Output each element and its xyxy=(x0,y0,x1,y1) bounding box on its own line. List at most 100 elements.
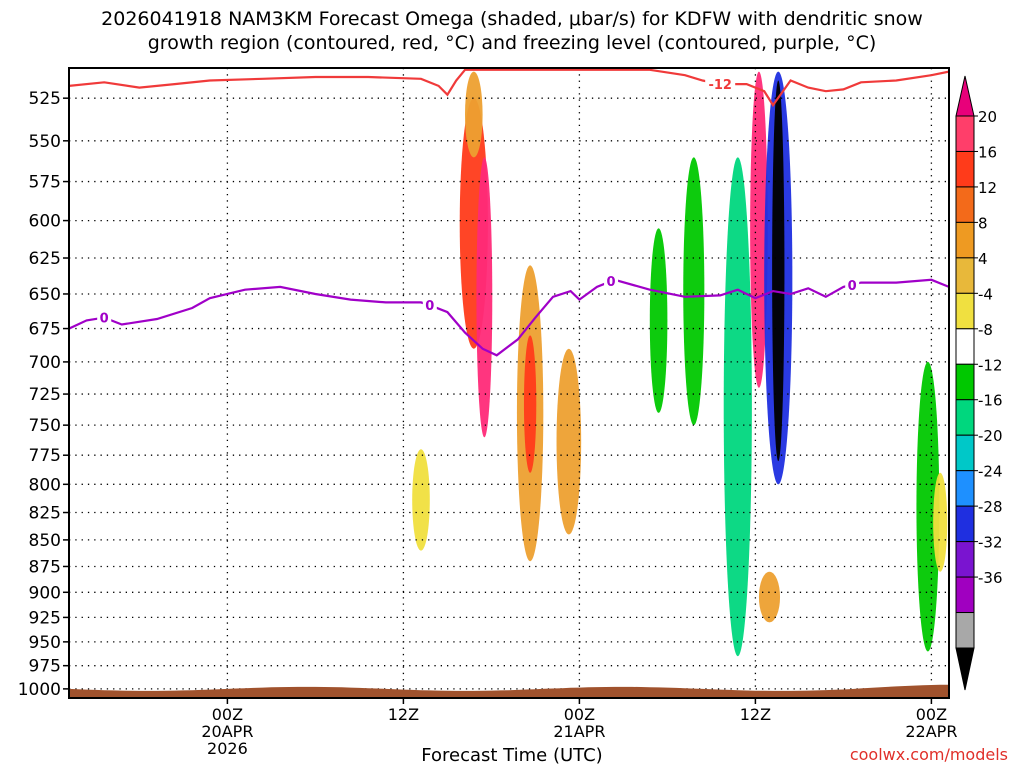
colorbar-segment xyxy=(955,292,975,330)
dgz-contour-label: -12 xyxy=(708,78,732,93)
colorbar-segment xyxy=(955,576,975,614)
y-tick-label: 725 xyxy=(29,385,61,405)
contour-label-background xyxy=(422,297,437,313)
omega-shaded-region xyxy=(465,71,483,158)
y-tick-label: 750 xyxy=(29,416,61,436)
omega-shaded-region xyxy=(758,571,781,623)
y-tick-label: 850 xyxy=(29,531,61,551)
y-tick-label: 1000 xyxy=(18,680,61,700)
plot-area xyxy=(69,68,949,698)
colorbar-label: -36 xyxy=(978,569,1003,587)
colorbar-label: -24 xyxy=(978,463,1003,481)
y-tick-label: 950 xyxy=(29,633,61,653)
x-axis-label: Forecast Time (UTC) xyxy=(421,745,603,766)
contour-label-background xyxy=(705,76,736,92)
contour-label-background xyxy=(604,273,619,289)
colorbar-segment xyxy=(955,363,975,401)
y-tick-label: 600 xyxy=(29,212,61,232)
plot-frame xyxy=(68,67,950,699)
colorbar-label: -8 xyxy=(978,321,993,339)
x-tick-date-label: 20APR xyxy=(201,722,253,741)
y-tick-label: 975 xyxy=(29,657,61,677)
freezing-level-line xyxy=(69,278,949,357)
x-tick-label: 00Z xyxy=(212,705,243,724)
x-tick-label: 12Z xyxy=(388,705,419,724)
y-tick-label: 925 xyxy=(29,608,61,628)
colorbar-label: -32 xyxy=(978,534,1003,552)
y-tick-label: 575 xyxy=(29,173,61,193)
x-tick-label: 12Z xyxy=(740,705,771,724)
y-tick-label: 875 xyxy=(29,557,61,577)
omega-shaded-region xyxy=(523,335,537,473)
omega-shaded-region xyxy=(412,449,430,551)
colorbar-label: 4 xyxy=(978,250,988,268)
omega-shaded-region xyxy=(683,157,705,426)
colorbar-segment xyxy=(955,505,975,543)
x-tick-label: 00Z xyxy=(564,705,595,724)
omega-shaded-region xyxy=(723,157,752,657)
y-tick-label: 550 xyxy=(29,132,61,152)
colorbar-top-arrow xyxy=(955,75,975,117)
omega-shaded-region xyxy=(772,80,785,462)
y-tick-label: 825 xyxy=(29,504,61,524)
chart-title-line-2: growth region (contoured, red, °C) and f… xyxy=(147,32,877,54)
terrain-ground xyxy=(69,684,949,698)
x-tick-label: 00Z xyxy=(916,705,947,724)
colorbar-label: -4 xyxy=(978,285,993,303)
temperature-contours: -12 0 0 0 0 xyxy=(69,68,949,357)
omega-shading xyxy=(412,71,948,657)
colorbar-segment xyxy=(955,470,975,507)
colorbar-label: -20 xyxy=(978,427,1003,445)
pressure-axis: 525 550 575 600 625 650 675 700 725 750 775 800 825 8… xyxy=(18,89,69,700)
omega-shaded-region xyxy=(556,348,582,535)
omega-shaded-region xyxy=(476,157,493,438)
freezing-level-label: 0 xyxy=(607,275,616,290)
y-tick-label: 525 xyxy=(29,89,61,109)
colorbar-label: -28 xyxy=(978,498,1003,516)
dgz-contour-line xyxy=(69,68,949,108)
freezing-level-label: 0 xyxy=(848,279,857,294)
colorbar-bottom-arrow xyxy=(955,647,975,691)
colorbar-label: 8 xyxy=(978,214,988,232)
terrain-fill xyxy=(69,684,949,698)
omega-shaded-region xyxy=(750,71,768,388)
colorbar-label: 12 xyxy=(978,179,997,197)
omega-shaded-region xyxy=(649,228,668,413)
credit-watermark: coolwx.com/models xyxy=(849,745,1008,764)
grid-lines xyxy=(69,68,949,698)
colorbar-segment xyxy=(955,221,975,259)
colorbar-segment xyxy=(955,150,975,188)
colorbar-label: 16 xyxy=(978,143,997,161)
colorbar-label: -16 xyxy=(978,392,1003,410)
chart-title-line-1: 2026041918 NAM3KM Forecast Omega (shaded… xyxy=(101,8,923,30)
y-tick-label: 700 xyxy=(29,353,61,373)
freezing-level-label: 0 xyxy=(100,312,109,327)
omega-shaded-region xyxy=(933,472,948,572)
contour-label-background xyxy=(845,276,860,292)
plot-background xyxy=(69,68,949,698)
colorbar-label: 20 xyxy=(978,108,997,126)
y-tick-label: 800 xyxy=(29,475,61,495)
x-tick-year-label: 2026 xyxy=(207,739,248,758)
freezing-level-label: 0 xyxy=(425,299,434,314)
colorbar-segment xyxy=(955,541,975,578)
colorbar-segment xyxy=(955,186,975,223)
colorbar-segment xyxy=(955,115,975,152)
y-tick-label: 900 xyxy=(29,583,61,603)
omega-shaded-region xyxy=(916,361,940,652)
y-tick-label: 650 xyxy=(29,285,61,305)
contour-label-background xyxy=(97,309,112,325)
colorbar-segment xyxy=(955,328,975,365)
colorbar-segment xyxy=(955,434,975,472)
colorbar-segment xyxy=(955,257,975,294)
x-tick-date-label: 22APR xyxy=(905,722,957,741)
y-tick-label: 675 xyxy=(29,320,61,340)
x-tick-date-label: 21APR xyxy=(553,722,605,741)
colorbar-segment xyxy=(955,399,975,436)
colorbar-segment xyxy=(955,612,975,649)
colorbar: 20 16 12 8 4 -4 -8 -12 -16 -20 -24 -28 -32 -36 xyxy=(955,75,1003,691)
colorbar-label: -12 xyxy=(978,356,1003,374)
y-tick-label: 775 xyxy=(29,446,61,466)
